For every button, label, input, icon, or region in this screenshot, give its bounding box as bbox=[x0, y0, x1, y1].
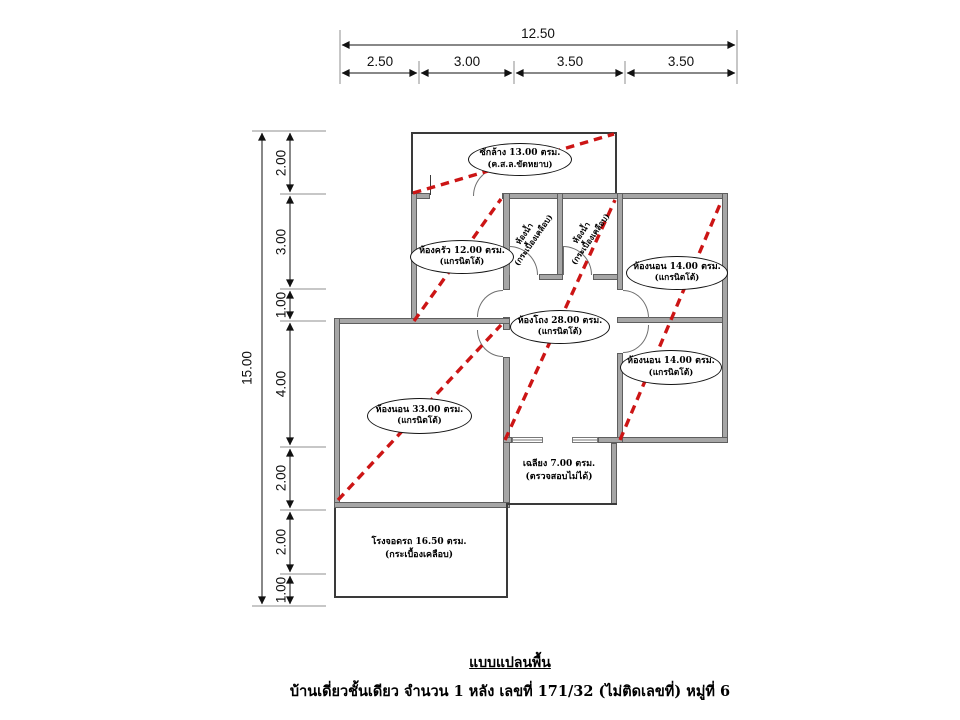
wall-segment bbox=[334, 318, 340, 508]
wall-segment bbox=[334, 318, 510, 324]
wall-segment bbox=[539, 274, 563, 280]
dim-left-seg-3: 4.00 bbox=[273, 370, 289, 398]
bedroom-right-bottom-label: ห้องนอน 14.00 ตรม. (แกรนิตโต้) bbox=[620, 350, 722, 385]
wall-segment bbox=[611, 443, 617, 505]
drawing-caption: แบบแปลนพื้น บ้านเดี่ยวชั้นเดียว จำนวน 1 … bbox=[110, 652, 910, 703]
garage-wall-line bbox=[334, 508, 336, 597]
garage-wall-line bbox=[506, 503, 508, 597]
room-name: ห้องครัว 12.00 ตรม. bbox=[419, 245, 505, 256]
caption-title: แบบแปลนพื้น bbox=[469, 655, 551, 671]
room-finish: (ตรวจสอบไม่ได้) bbox=[525, 472, 593, 482]
dim-left-seg-1: 3.00 bbox=[273, 228, 289, 256]
dim-top-seg-1: 3.00 bbox=[453, 54, 481, 69]
door-swing-bedroom-right-bottom bbox=[623, 325, 649, 353]
door-swing-bedroom-right-top bbox=[623, 290, 649, 318]
terrace-label: เฉลียง 7.00 ตรม. (ตรวจสอบไม่ได้) bbox=[499, 458, 619, 484]
door-leaf bbox=[430, 175, 432, 195]
wall-segment bbox=[502, 193, 728, 199]
room-finish: (แกรนิตโต้) bbox=[397, 416, 442, 427]
window-symbol bbox=[512, 437, 543, 443]
garage-label: โรงจอดรถ 16.50 ตรม. (กระเบื้องเคลือบ) bbox=[349, 536, 489, 562]
door-swing-bedroom-left bbox=[477, 330, 503, 357]
room-name: โรงจอดรถ 16.50 ตรม. bbox=[371, 537, 467, 547]
laundry-label: ซักล้าง 13.00 ตรม. (ค.ส.ล.ขัดหยาบ) bbox=[468, 143, 572, 176]
room-finish: (ค.ส.ล.ขัดหยาบ) bbox=[487, 159, 553, 170]
dim-top-seg-2: 3.50 bbox=[556, 54, 584, 69]
dim-left-seg-6: 1.00 bbox=[273, 576, 289, 604]
room-finish: (แกรนิตโต้) bbox=[654, 273, 700, 284]
wall-segment bbox=[503, 357, 510, 508]
room-finish: (แกรนิตโต้) bbox=[537, 327, 583, 338]
room-name: ห้องนอน 33.00 ตรม. bbox=[375, 404, 464, 415]
wall-segment bbox=[722, 193, 728, 443]
wall-segment bbox=[503, 193, 510, 290]
wall-segment bbox=[617, 437, 728, 443]
room-finish: (กระเบื้องเคลือบ) bbox=[385, 550, 453, 560]
laundry-wall-line bbox=[411, 132, 616, 134]
door-swing-kitchen-hall bbox=[477, 290, 503, 317]
room-finish: (แกรนิตโต้) bbox=[439, 257, 485, 268]
room-finish: (แกรนิตโต้) bbox=[648, 367, 694, 378]
wall-segment bbox=[503, 437, 512, 443]
caption-subtitle: บ้านเดี่ยวชั้นเดียว จำนวน 1 หลัง เลขที่ … bbox=[289, 683, 731, 700]
room-name: ซักล้าง 13.00 ตรม. bbox=[479, 148, 561, 159]
dim-top-total: 12.50 bbox=[521, 26, 555, 41]
room-name: ห้องนอน 14.00 ตรม. bbox=[627, 356, 715, 367]
dim-left-seg-5: 2.00 bbox=[273, 528, 289, 556]
laundry-wall-line bbox=[411, 132, 413, 194]
dim-top-seg-0: 2.50 bbox=[366, 54, 394, 69]
dim-left-seg-2: 1.00 bbox=[273, 291, 289, 319]
wall-segment bbox=[334, 502, 510, 508]
dimension-lines bbox=[258, 41, 736, 605]
garage-wall-line bbox=[334, 596, 508, 598]
terrace-edge-line bbox=[507, 503, 617, 505]
room-name: ห้องโถง 28.00 ตรม. bbox=[517, 315, 603, 326]
kitchen-label: ห้องครัว 12.00 ตรม. (แกรนิตโต้) bbox=[410, 240, 514, 274]
room-name: ห้องนอน 14.00 ตรม. bbox=[633, 261, 721, 272]
window-symbol bbox=[572, 437, 598, 443]
dim-left-seg-4: 2.00 bbox=[273, 464, 289, 492]
wall-segment bbox=[617, 193, 623, 290]
dim-left-total: 15.00 bbox=[239, 351, 255, 385]
dim-top-seg-3: 3.50 bbox=[667, 54, 695, 69]
bedroom-right-top-label: ห้องนอน 14.00 ตรม. (แกรนิตโต้) bbox=[626, 256, 728, 290]
room-name: เฉลียง 7.00 ตรม. bbox=[522, 459, 596, 469]
laundry-wall-line bbox=[615, 132, 617, 193]
hall-label: ห้องโถง 28.00 ตรม. (แกรนิตโต้) bbox=[510, 310, 610, 344]
bedroom-left-label: ห้องนอน 33.00 ตรม. (แกรนิตโต้) bbox=[367, 398, 472, 434]
dim-left-seg-0: 2.00 bbox=[273, 149, 289, 177]
